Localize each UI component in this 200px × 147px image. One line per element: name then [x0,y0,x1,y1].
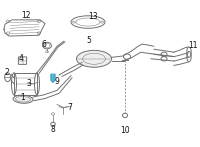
Ellipse shape [76,50,112,67]
Text: 8: 8 [51,125,55,134]
Ellipse shape [13,95,33,103]
Text: 5: 5 [87,36,91,45]
Text: 7: 7 [68,103,72,112]
Text: 6: 6 [42,40,46,49]
Text: 3: 3 [27,78,31,88]
Text: 1: 1 [21,93,25,102]
Text: 2: 2 [5,68,9,77]
Text: 9: 9 [55,77,59,86]
Text: 11: 11 [188,41,198,50]
Text: 10: 10 [120,126,130,135]
Text: 12: 12 [21,11,31,20]
Text: 4: 4 [19,54,23,63]
Polygon shape [51,74,55,82]
Text: 13: 13 [88,12,98,21]
